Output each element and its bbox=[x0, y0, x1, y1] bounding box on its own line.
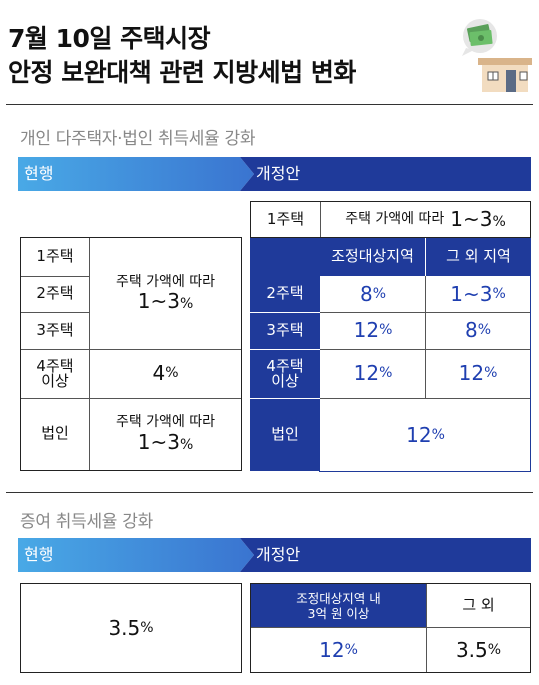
current-row-label: 1주택 bbox=[36, 247, 74, 266]
section-heading-gift: 증여 취득세율 강화 bbox=[20, 512, 153, 532]
proposed-rate-cell: 12% bbox=[353, 361, 393, 385]
proposed-header-bg bbox=[250, 238, 531, 276]
proposed-label: 개정안 bbox=[256, 545, 301, 564]
banner-background bbox=[18, 538, 531, 572]
proposed-rate-cell: 8% bbox=[464, 318, 492, 342]
current-house-rate: 주택 가액에 따라 1~3% bbox=[115, 273, 216, 314]
current-label: 현행 bbox=[24, 164, 54, 183]
proposed-row-label: 3주택 bbox=[266, 320, 304, 339]
proposed-rate-cell: 12% bbox=[458, 361, 498, 385]
acquisition-banner: 현행 개정안 bbox=[18, 157, 531, 191]
proposed-row-label: 2주택 bbox=[266, 284, 304, 303]
current-row-label: 2주택 bbox=[36, 284, 74, 303]
section-heading-acquisition: 개인 다주택자·법인 취득세율 강화 bbox=[20, 129, 256, 149]
proposed-row-label: 4주택 이상 bbox=[266, 356, 304, 390]
proposed-corp-label: 법인 bbox=[271, 424, 299, 443]
gift-current-box bbox=[20, 583, 242, 673]
gift-banner: 현행 개정안 bbox=[18, 538, 531, 572]
gift-regulated-header-bg bbox=[251, 584, 426, 627]
title-divider bbox=[6, 104, 533, 105]
current-corp-rate: 주택 가액에 따라 1~3% bbox=[115, 414, 216, 454]
proposed-label-column-bg bbox=[250, 276, 320, 471]
proposed-rate-cell: 1~3% bbox=[450, 281, 506, 306]
gift-col-regulated: 조정대상지역 내 3억 원 이상 bbox=[296, 590, 381, 621]
proposed-rate-cell: 8% bbox=[359, 281, 387, 306]
proposed-first-home-row bbox=[250, 201, 531, 238]
proposed-first-home-rate: 주택 가액에 따라 1~3% bbox=[345, 207, 506, 231]
gift-current-rate: 3.5% bbox=[108, 615, 154, 640]
section-divider bbox=[6, 492, 533, 493]
current-four-plus-rate: 4% bbox=[152, 361, 179, 385]
proposed-corp-rate: 12% bbox=[406, 422, 445, 447]
current-row-label: 3주택 bbox=[36, 320, 74, 339]
title-line-2: 안정 보완대책 관련 지방세법 변화 bbox=[8, 58, 356, 87]
gift-col-other: 그 외 bbox=[462, 595, 495, 614]
house-money-icon bbox=[462, 19, 532, 92]
banner-background bbox=[18, 157, 531, 191]
proposed-col-other: 그 외 지역 bbox=[446, 247, 511, 266]
proposed-rate-cell: 12% bbox=[353, 318, 393, 342]
current-row-label: 4주택 이상 bbox=[36, 356, 74, 390]
proposed-label: 개정안 bbox=[256, 164, 301, 183]
proposed-first-home-label: 1주택 bbox=[266, 209, 305, 228]
proposed-col-regulated: 조정대상지역 bbox=[331, 247, 414, 266]
gift-other-rate: 3.5% bbox=[455, 637, 502, 662]
current-label: 현행 bbox=[24, 545, 54, 564]
current-row-label: 법인 bbox=[41, 424, 69, 443]
gift-regulated-rate: 12% bbox=[319, 637, 358, 662]
current-rate-table bbox=[20, 237, 242, 471]
page-title: 7월 10일 주택시장 안정 보완대책 관련 지방세법 변화 bbox=[8, 22, 356, 90]
title-line-1: 7월 10일 주택시장 bbox=[8, 24, 211, 53]
